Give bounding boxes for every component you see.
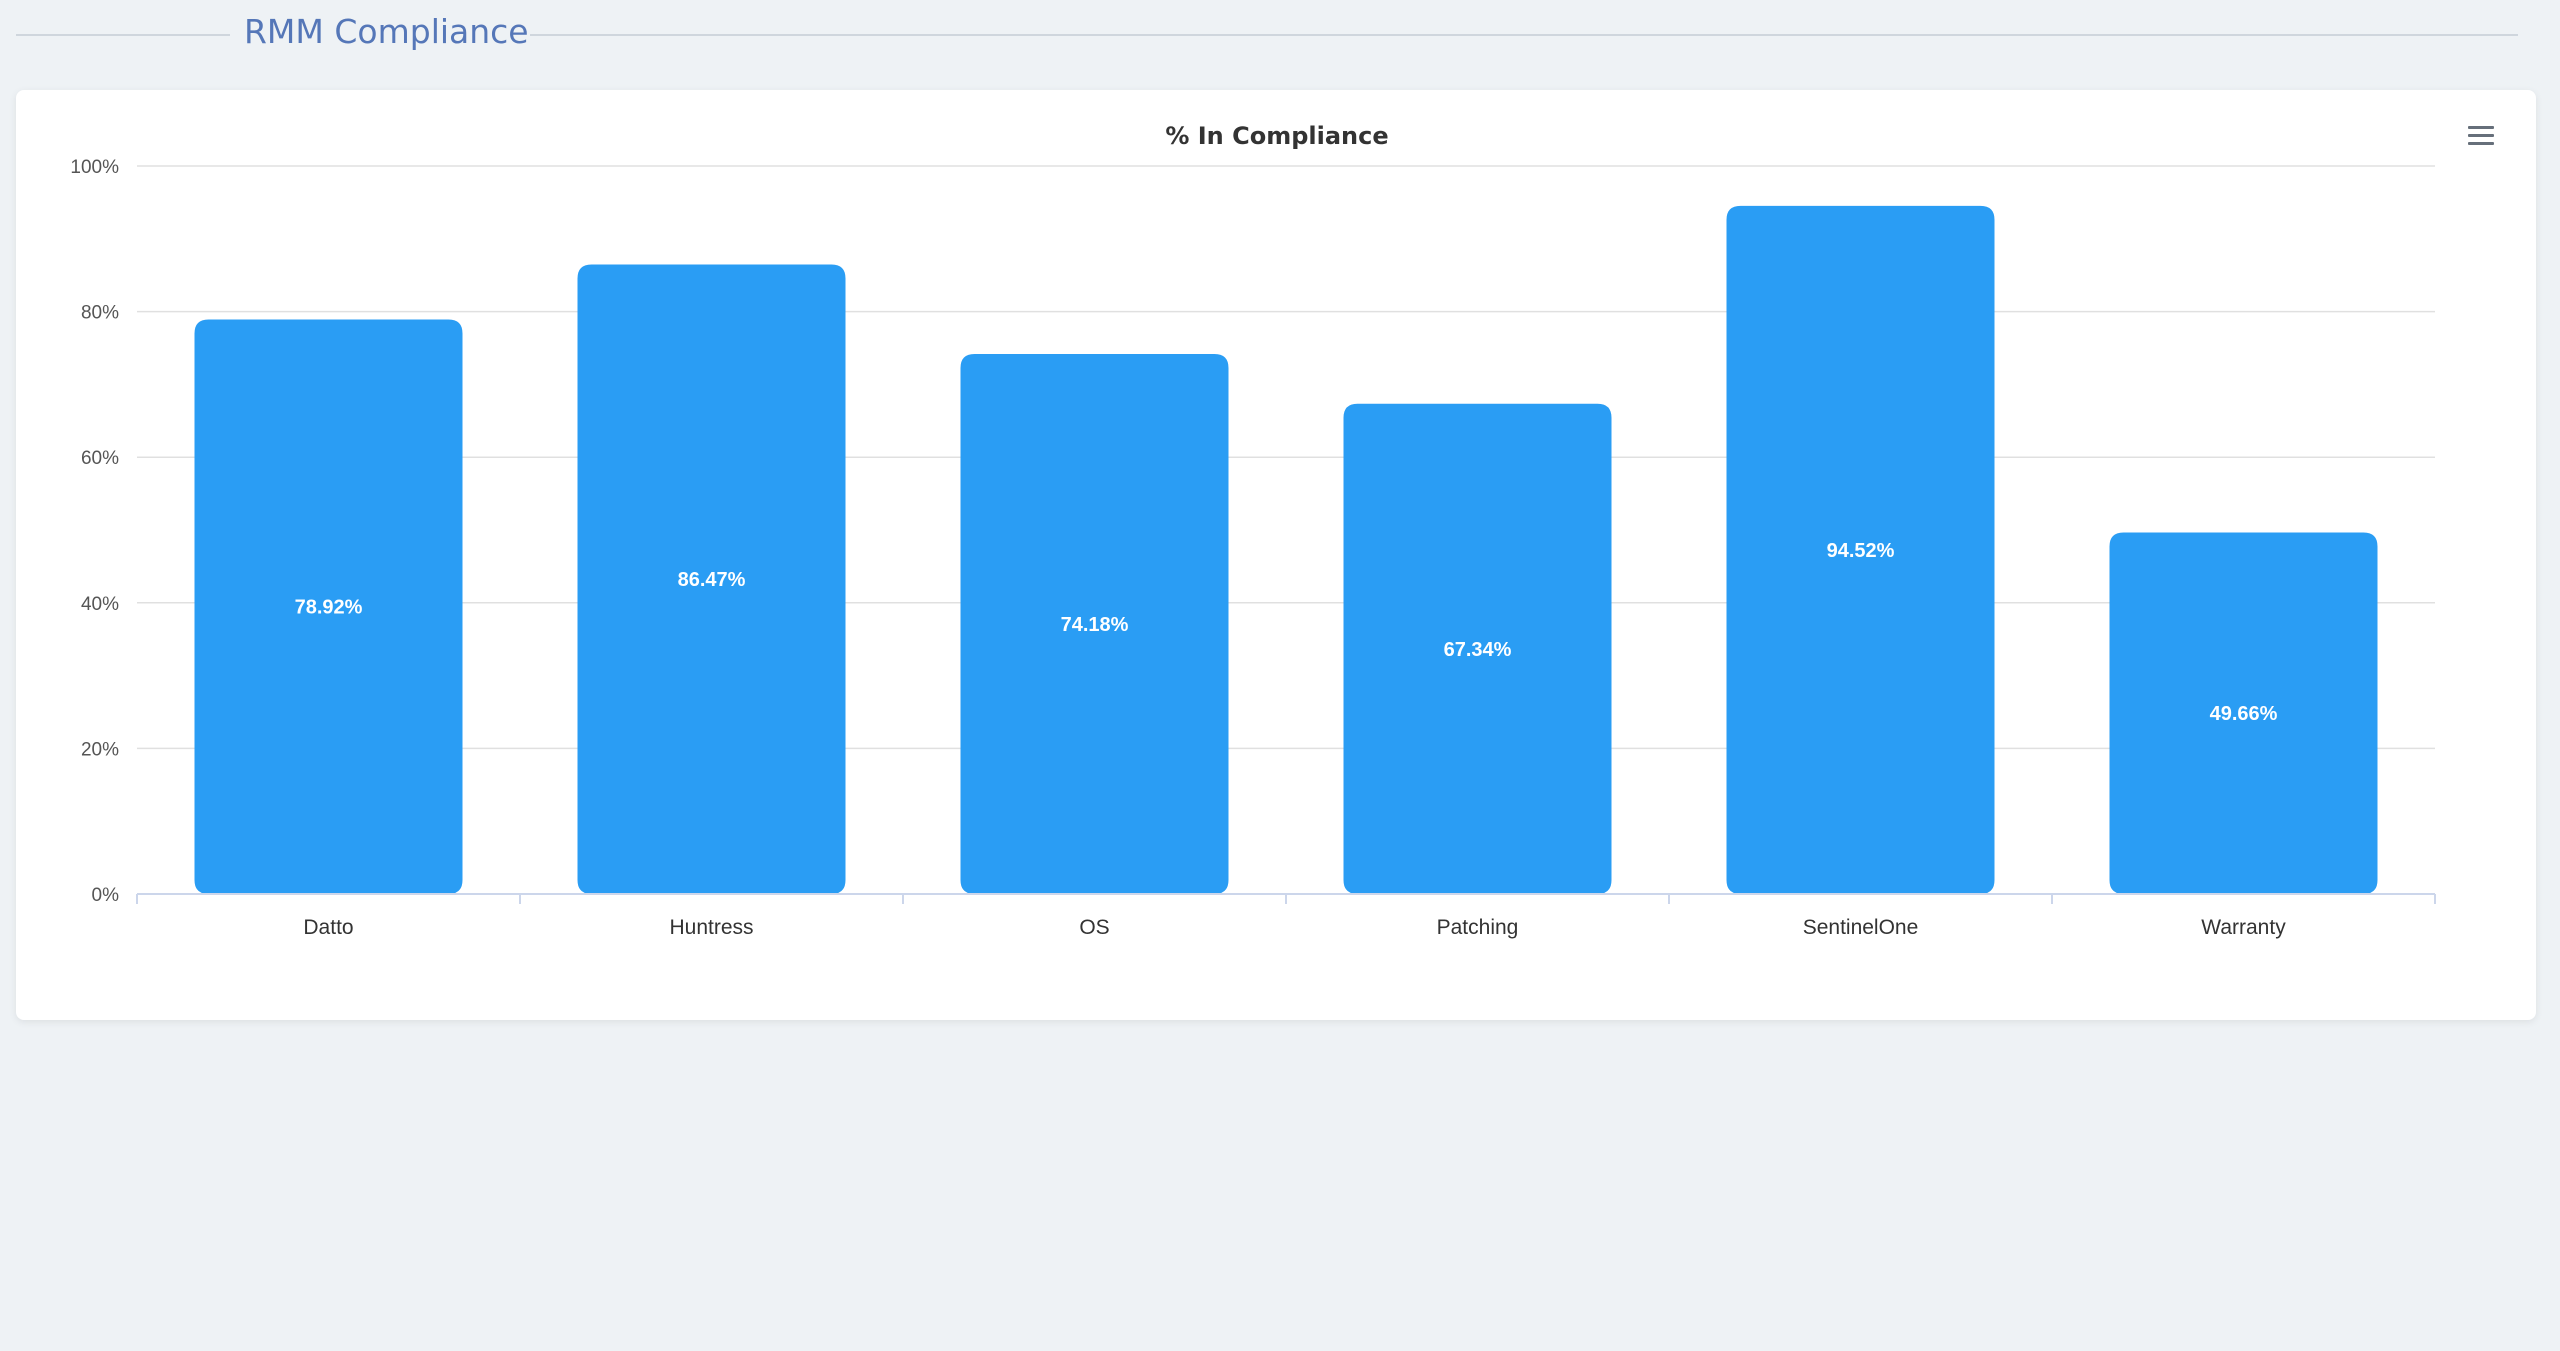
data-label: 86.47% xyxy=(678,569,746,591)
page-title: RMM Compliance xyxy=(244,12,529,51)
bars xyxy=(194,205,2378,894)
y-tick-label: 80% xyxy=(81,303,119,324)
y-tick-label: 40% xyxy=(81,594,119,615)
bar-patching[interactable] xyxy=(1343,403,1612,894)
bar-datto[interactable] xyxy=(194,319,463,894)
y-tick-label: 20% xyxy=(81,739,119,760)
chart-title: % In Compliance xyxy=(1165,122,1388,150)
bar-os[interactable] xyxy=(960,353,1229,894)
hamburger-menu-icon[interactable] xyxy=(2460,118,2502,154)
bar-warranty[interactable] xyxy=(2109,532,2378,894)
page-header: RMM Compliance xyxy=(0,0,2560,72)
x-axis: Datto Huntress OS Patching SentinelOne Warran… xyxy=(136,893,2436,939)
header-divider-left xyxy=(16,34,230,36)
data-label: 67.34% xyxy=(1444,639,1512,661)
x-tick-label: Huntress xyxy=(669,916,753,939)
data-label: 78.92% xyxy=(295,597,363,619)
y-tick-label: 60% xyxy=(81,448,119,469)
header-divider-right xyxy=(530,34,2518,36)
grid-lines: 0% 20% 40% 60% 80% 100% xyxy=(70,157,2435,906)
x-tick-label: Patching xyxy=(1437,916,1519,939)
x-tick-label: OS xyxy=(1079,916,1109,939)
bar-sentinelone[interactable] xyxy=(1726,205,1995,894)
y-tick-label: 0% xyxy=(92,885,120,906)
x-tick-label: Warranty xyxy=(2201,916,2286,939)
x-tick-label: SentinelOne xyxy=(1803,916,1919,939)
data-label: 74.18% xyxy=(1061,614,1129,636)
data-label: 94.52% xyxy=(1827,540,1895,562)
y-tick-label: 100% xyxy=(70,157,119,178)
data-labels: 78.92% 86.47% 74.18% 67.34% 94.52% 49.66% xyxy=(295,540,2278,725)
x-tick-label: Datto xyxy=(303,916,353,939)
bar-huntress[interactable] xyxy=(577,264,846,894)
data-label: 49.66% xyxy=(2210,703,2278,725)
